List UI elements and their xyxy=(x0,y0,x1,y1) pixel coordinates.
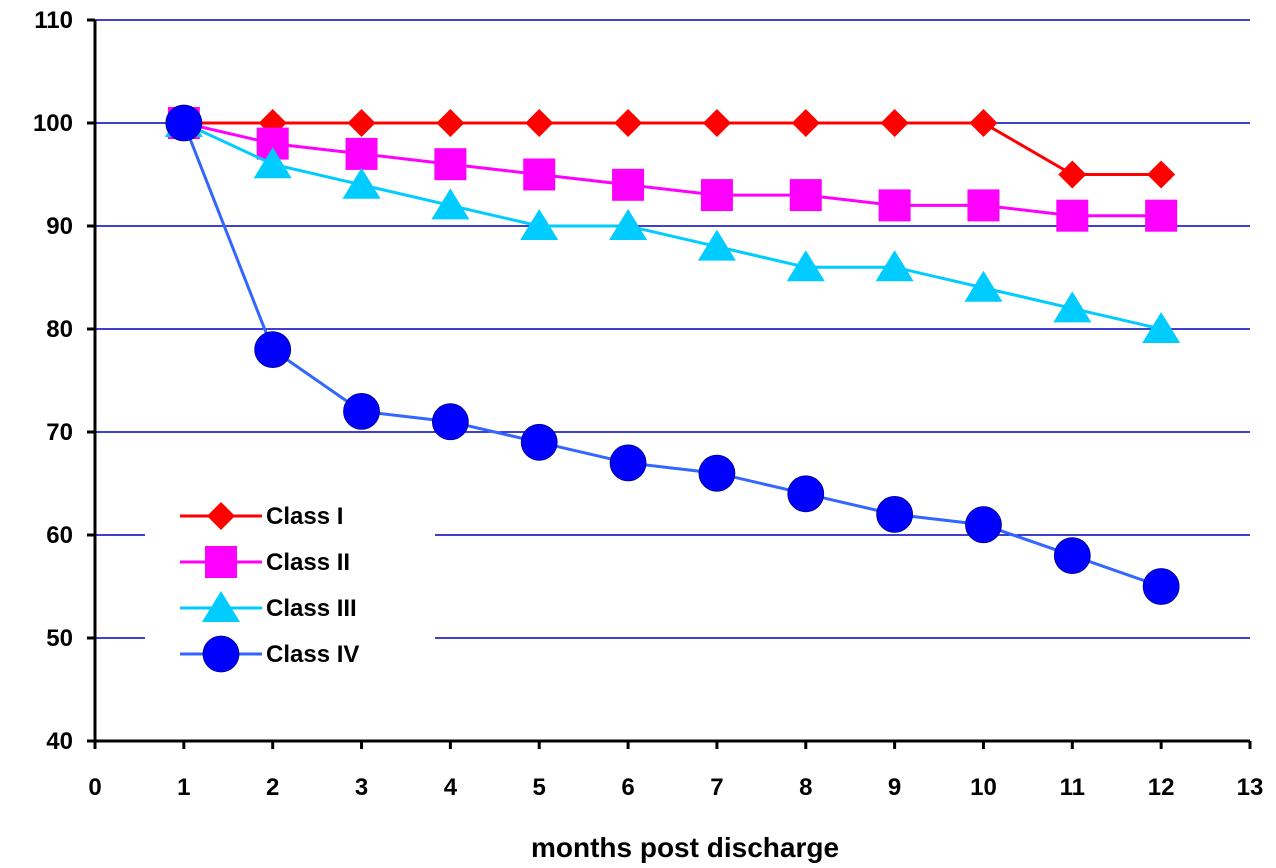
series-4-point-1 xyxy=(165,104,203,142)
series-4-point-3 xyxy=(343,392,380,430)
x-tick-label-0: 0 xyxy=(88,774,101,801)
legend-label-4: Class IV xyxy=(266,641,359,668)
series-line-2 xyxy=(183,121,1162,218)
y-tick-label-40: 40 xyxy=(46,728,73,755)
series-2-point-7 xyxy=(700,179,733,212)
legend-background xyxy=(145,480,435,680)
series-3-point-7 xyxy=(697,229,736,261)
series-2-point-9 xyxy=(878,189,911,222)
legend-marker-4 xyxy=(202,635,240,673)
series-1-point-9 xyxy=(880,109,909,137)
series-4-point-11 xyxy=(1053,537,1091,574)
series-2-point-5 xyxy=(523,158,556,191)
series-1-point-7 xyxy=(702,109,731,137)
y-tick-label-100: 100 xyxy=(33,110,73,137)
y-tick-label-90: 90 xyxy=(46,213,73,240)
legend: Class I Class II Class III Class IV xyxy=(145,480,435,680)
series-4-point-6 xyxy=(609,444,647,482)
series-4-point-5 xyxy=(520,423,558,461)
x-tick-label-10: 10 xyxy=(970,774,997,801)
series-1-point-10 xyxy=(969,109,998,137)
y-tick-label-80: 80 xyxy=(46,316,73,343)
x-tick-label-8: 8 xyxy=(799,774,812,801)
x-tick-label-3: 3 xyxy=(355,774,368,801)
series-3-point-3 xyxy=(342,167,381,199)
x-tick-label-4: 4 xyxy=(444,774,458,801)
x-tick-label-13: 13 xyxy=(1237,774,1264,801)
series-2-point-4 xyxy=(434,148,467,181)
series-3-point-9 xyxy=(875,250,914,282)
series-1-point-12 xyxy=(1147,160,1176,189)
series-2-point-8 xyxy=(789,179,822,212)
series-2-point-12 xyxy=(1145,199,1178,232)
series-3-point-8 xyxy=(786,250,825,282)
series-4 xyxy=(165,104,1180,605)
y-tick-label-50: 50 xyxy=(46,625,73,652)
series-4-point-10 xyxy=(965,506,1002,544)
series-3-point-5 xyxy=(520,209,559,240)
x-tick-label-12: 12 xyxy=(1148,774,1175,801)
series-3-point-12 xyxy=(1142,312,1181,343)
series-3-point-10 xyxy=(964,270,1003,302)
series-4-point-7 xyxy=(698,454,736,492)
series-3-point-11 xyxy=(1053,291,1092,323)
series-1-point-5 xyxy=(525,109,554,137)
series-2-point-10 xyxy=(967,189,1000,222)
x-tick-label-2: 2 xyxy=(266,774,279,801)
series-3-point-2 xyxy=(253,147,292,179)
series-4-point-9 xyxy=(876,496,914,533)
series-2-point-6 xyxy=(612,168,645,201)
legend-marker-1 xyxy=(207,502,235,530)
x-tick-label-7: 7 xyxy=(710,774,723,801)
legend-marker-2 xyxy=(205,546,237,578)
series-3 xyxy=(164,106,1181,343)
legend-label-3: Class III xyxy=(266,595,357,622)
series-1-point-11 xyxy=(1058,160,1087,189)
legend-label-1: Class I xyxy=(266,503,343,530)
series-3-point-4 xyxy=(431,188,470,220)
x-tick-label-5: 5 xyxy=(533,774,546,801)
series-4-point-8 xyxy=(787,475,825,513)
series xyxy=(164,104,1181,605)
series-2-point-3 xyxy=(345,137,378,170)
legend-marker-3 xyxy=(202,591,240,622)
legend-label-2: Class II xyxy=(266,549,350,576)
series-4-point-12 xyxy=(1142,568,1180,605)
series-line-1 xyxy=(183,121,1162,176)
x-tick-label-9: 9 xyxy=(888,774,901,801)
series-1-point-4 xyxy=(436,109,465,137)
series-2 xyxy=(167,107,1178,232)
axes xyxy=(87,18,1252,749)
series-line-3 xyxy=(183,121,1162,331)
series-2-point-11 xyxy=(1056,199,1089,232)
y-tick-label-70: 70 xyxy=(46,419,73,446)
y-tick-label-110: 110 xyxy=(34,7,73,34)
x-tick-label-11: 11 xyxy=(1060,774,1085,801)
series-1-point-3 xyxy=(347,109,376,137)
series-3-point-6 xyxy=(609,209,648,240)
series-4-point-4 xyxy=(431,403,469,441)
x-axis-title: months post discharge xyxy=(531,832,839,863)
x-tick-label-6: 6 xyxy=(621,774,634,801)
x-tick-label-1: 1 xyxy=(177,774,190,801)
series-1-point-8 xyxy=(791,109,820,137)
y-tick-label-60: 60 xyxy=(46,522,73,549)
series-4-point-2 xyxy=(254,331,292,369)
series-1-point-6 xyxy=(614,109,643,137)
